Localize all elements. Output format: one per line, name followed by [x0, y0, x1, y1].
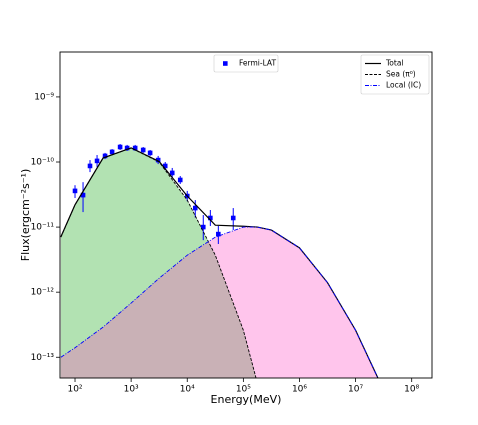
- data-point: [169, 170, 175, 176]
- data-point: [140, 147, 146, 153]
- x-tick-label: 10⁴: [180, 385, 195, 395]
- data-point: [200, 224, 206, 230]
- x-tick-label: 10⁵: [236, 385, 251, 395]
- data-point: [147, 150, 153, 156]
- x-axis-label: Energy(MeV): [211, 393, 282, 406]
- legend-label: Sea (π⁰): [386, 70, 416, 79]
- y-axis-label: Flux(ergcm⁻²s⁻¹): [19, 169, 32, 261]
- line: [60, 226, 379, 378]
- data-point: [192, 205, 198, 211]
- data-point: [155, 157, 161, 163]
- y-tick-label: 10⁻⁹: [34, 92, 54, 102]
- data-point: [208, 215, 213, 221]
- data-point: [102, 153, 108, 159]
- x-tick-label: 10⁸: [404, 385, 419, 395]
- data-point: [117, 144, 123, 150]
- data-point: [109, 149, 115, 155]
- data-point: [216, 231, 221, 237]
- area-fill: [60, 148, 258, 378]
- legend-label: Local (IC): [386, 81, 421, 90]
- y-tick-label: 10⁻¹²: [31, 288, 55, 298]
- line: [60, 147, 257, 378]
- x-tick-label: 10³: [124, 385, 139, 395]
- legend-box: [213, 54, 279, 73]
- legend-label: Fermi-LAT: [239, 59, 276, 68]
- plot-frame: [59, 51, 433, 379]
- y-tick-label: 10⁻¹¹: [31, 223, 55, 233]
- data-point: [230, 215, 236, 221]
- legend-box: [360, 54, 430, 95]
- data-point: [94, 158, 100, 164]
- area-fill: [60, 227, 378, 378]
- legend-label: Total: [385, 59, 404, 68]
- legend-marker: [223, 61, 228, 66]
- data-point: [124, 145, 130, 151]
- data-point: [72, 188, 78, 194]
- y-tick-label: 10⁻¹⁰: [31, 158, 55, 168]
- data-point: [80, 192, 86, 198]
- x-tick-label: 10⁷: [348, 385, 363, 395]
- data-point: [87, 163, 93, 169]
- x-tick-label: 10⁶: [292, 385, 307, 395]
- data-point: [177, 177, 183, 183]
- data-point: [132, 145, 138, 151]
- plot-area: [60, 144, 379, 378]
- y-tick-label: 10⁻¹³: [31, 353, 55, 363]
- x-tick-label: 10²: [67, 385, 82, 395]
- data-point: [162, 163, 168, 169]
